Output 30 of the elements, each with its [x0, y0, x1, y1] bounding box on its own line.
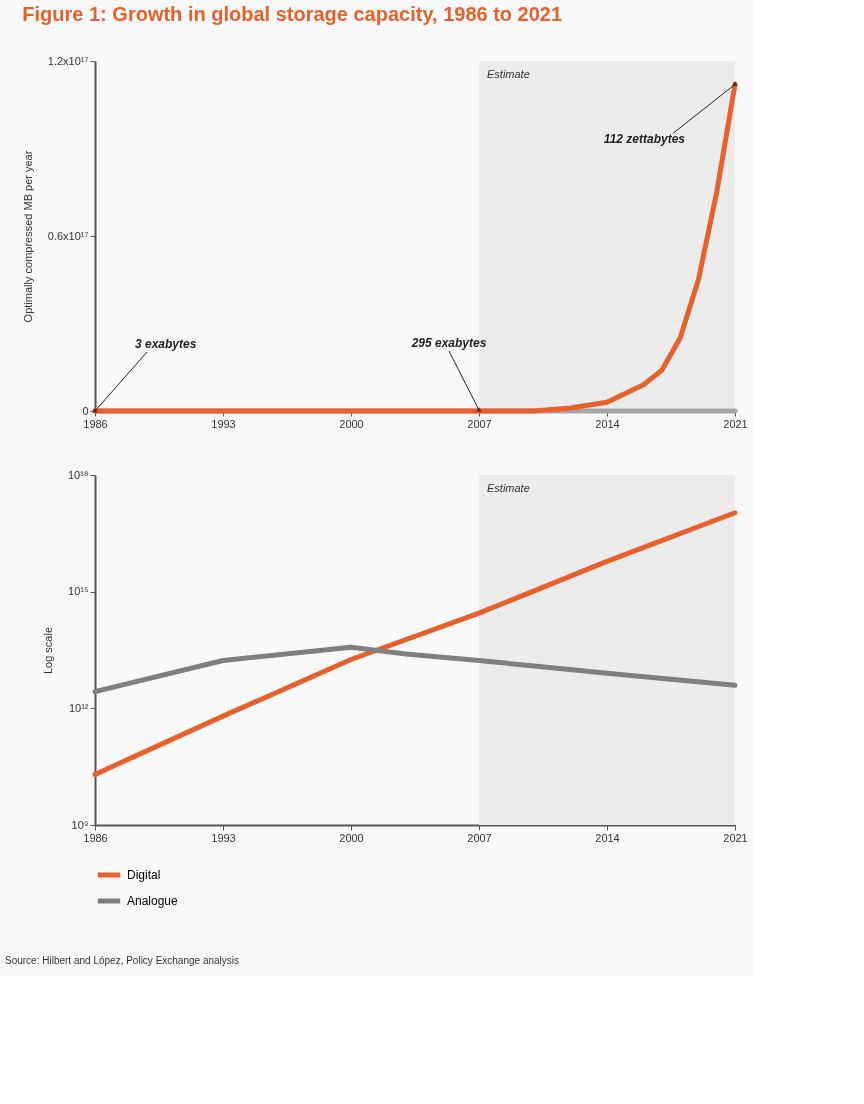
y-axis-title: Optimally compressed MB per year: [21, 150, 34, 323]
annotation: 295 exabytes: [410, 336, 487, 351]
y-tick-label: 0: [82, 404, 89, 417]
y-axis-title: Log scale: [41, 626, 54, 675]
y-tick-label: 10¹²: [68, 701, 89, 714]
y-tick-label: 1.2x10¹⁷: [47, 54, 89, 67]
source-note: Source: Hilbert and López, Policy Exchange analysis: [5, 955, 240, 966]
y-tick-label: 0.6x10¹⁷: [47, 229, 89, 242]
x-tick-label: 2000: [339, 417, 364, 430]
chart-title: Figure 1: Growth in global storage capacity, 1986 to 2021: [22, 3, 563, 25]
x-tick-label: 2014: [595, 417, 620, 430]
x-tick-label: 2021: [723, 831, 748, 844]
x-tick-label: 1986: [83, 831, 108, 844]
annotation: 3 exabytes: [135, 336, 197, 351]
x-tick-label: 2014: [595, 831, 620, 844]
y-tick-label: 10¹⁸: [67, 468, 89, 481]
x-tick-label: 1993: [211, 417, 236, 430]
x-tick-label: 2021: [723, 417, 748, 430]
annotation: 112 zettabytes: [603, 132, 686, 147]
legend-label: Analogue: [127, 894, 179, 908]
y-tick-label: 10⁹: [71, 818, 89, 831]
legend-label: Digital: [127, 868, 161, 882]
band-label: Estimate: [487, 482, 530, 494]
x-tick-label: 2007: [467, 417, 492, 430]
x-tick-label: 1993: [211, 831, 236, 844]
y-tick-label: 10¹⁵: [68, 585, 89, 598]
x-tick-label: 2007: [467, 831, 492, 844]
x-tick-label: 2000: [339, 831, 364, 844]
x-tick-label: 1986: [83, 417, 108, 430]
band-label: Estimate: [487, 68, 530, 80]
